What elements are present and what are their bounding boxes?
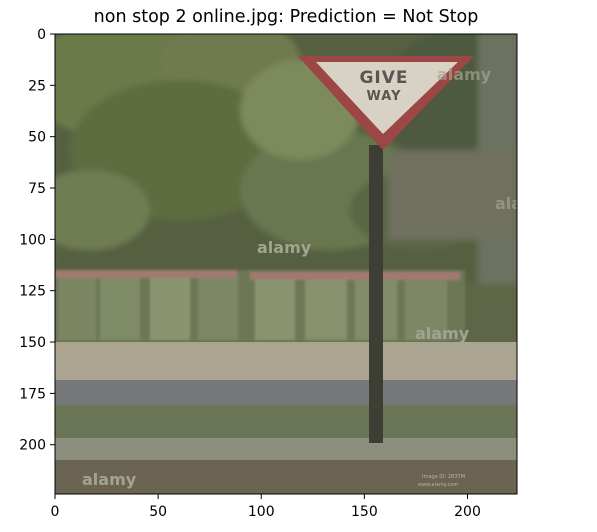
y-tick-label: 150 [19, 335, 46, 351]
sign-pole [369, 145, 383, 443]
photo-credit: Image ID: 2B3TM [422, 474, 465, 480]
watermark: alamy [257, 238, 312, 257]
x-tick-label: 200 [454, 504, 481, 520]
footpath [55, 342, 517, 382]
y-tick-label: 75 [28, 181, 46, 197]
watermarks: alamy alamy alamy alamy alamy [82, 65, 550, 489]
watermark: alamy [495, 194, 550, 213]
watermark: alamy [437, 65, 492, 84]
watermark: alamy [415, 324, 470, 343]
watermark: alamy [82, 470, 137, 489]
photo-image: GIVE WAY alamy alamy alamy alamy alamy I… [55, 34, 550, 494]
give-way-sign: GIVE WAY [298, 56, 474, 150]
y-tick-label: 0 [37, 27, 46, 43]
y-tick-label: 100 [19, 232, 46, 248]
axis-ticks: 0 50 100 150 200 0 25 50 75 100 125 150 175 200 [19, 27, 481, 520]
y-tick-label: 125 [19, 284, 46, 300]
y-tick-label: 50 [28, 130, 46, 146]
y-tick-label: 25 [28, 78, 46, 94]
y-tick-label: 200 [19, 438, 46, 454]
x-tick-label: 50 [149, 504, 167, 520]
bins [55, 270, 465, 342]
bottom-strip [55, 460, 517, 494]
axes-frame [54, 33, 518, 495]
x-tick-label: 150 [351, 504, 378, 520]
x-tick-label: 0 [51, 504, 60, 520]
y-tick-label: 175 [19, 386, 46, 402]
chart-title: non stop 2 online.jpg: Prediction = Not … [94, 7, 479, 27]
sign-text-way: WAY [367, 89, 402, 104]
x-tick-label: 100 [248, 504, 275, 520]
sign-text-give: GIVE [359, 68, 408, 88]
photo-credit: www.alamy.com [418, 482, 458, 488]
